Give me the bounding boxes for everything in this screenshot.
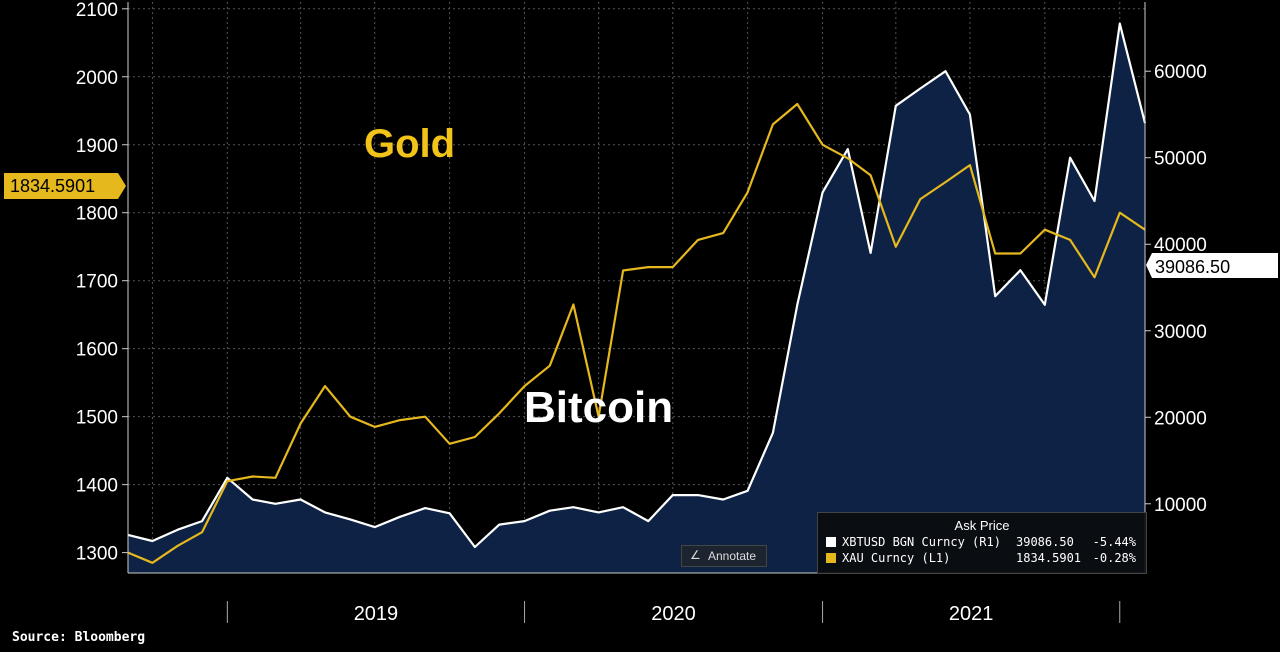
year-label: 2019 [354,603,399,625]
legend-swatch-bitcoin [826,537,836,547]
right-tick-label: 20000 [1154,408,1207,429]
right-tick-label: 50000 [1154,149,1207,170]
legend-swatch-gold [826,553,836,563]
left-tick-label: 1300 [76,544,118,565]
left-tick-label: 1900 [76,136,118,157]
left-tick-label: 1800 [76,204,118,225]
gold-annotation: Gold [364,122,455,166]
gold-series-line [127,102,1146,564]
bitcoin-area [128,23,1145,574]
bitcoin-series-line [127,22,1147,549]
year-label: 2021 [949,603,994,625]
legend-change: -0.28% [1092,551,1136,565]
legend-header: Ask Price [954,518,1010,533]
legend-value: 39086.50 [1016,535,1074,549]
left-tick-label: 1500 [76,408,118,429]
legend: Ask Price XBTUSD BGN Curncy (R1) 39086.5… [817,512,1147,574]
left-tick-label: 2100 [76,0,118,21]
legend-name: XBTUSD BGN Curncy (R1) [842,535,1001,549]
axes: 1300 1400 1500 1600 1700 1800 1900 2000 2100 1000… [76,0,1207,625]
annotate-button[interactable]: ∠ Annotate [681,545,767,567]
legend-row-bitcoin: XBTUSD BGN Curncy (R1) 39086.50 -5.44% [826,535,1138,551]
right-tick-label: 10000 [1154,495,1207,516]
bitcoin-last-price-tag: 39086.50 [1146,253,1278,278]
left-tick-label: 1400 [76,476,118,497]
pencil-icon: ∠ [690,548,701,562]
bitcoin-last-price: 39086.50 [1155,257,1230,277]
annotate-label: Annotate [708,549,757,563]
right-tick-label: 40000 [1154,235,1207,256]
bitcoin-annotation: Bitcoin [524,383,673,432]
source-note: Source: Bloomberg [12,630,146,645]
gold-last-price-tag: 1834.5901 [4,173,126,199]
year-label: 2020 [651,603,696,625]
legend-value: 1834.5901 [1016,551,1082,565]
legend-name: XAU Curncy (L1) [842,551,951,565]
left-tick-label: 1600 [76,340,118,361]
left-tick-label: 2000 [76,68,118,89]
legend-row-gold: XAU Curncy (L1) 1834.5901 -0.28% [826,551,1138,567]
gold-last-price: 1834.5901 [10,176,95,196]
left-tick-label: 1700 [76,272,118,293]
right-tick-label: 60000 [1154,62,1207,83]
legend-change: -5.44% [1092,535,1136,549]
right-tick-label: 30000 [1154,322,1207,343]
